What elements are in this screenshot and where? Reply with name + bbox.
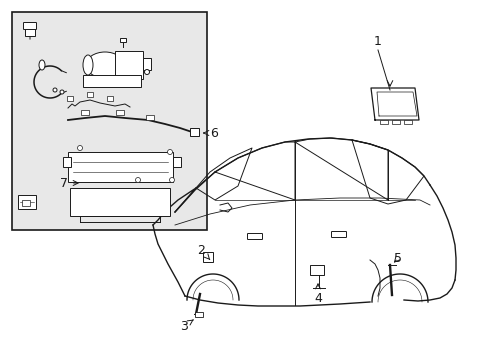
Ellipse shape — [135, 177, 140, 183]
Ellipse shape — [53, 88, 57, 92]
Ellipse shape — [86, 52, 124, 78]
Bar — [115, 51, 142, 79]
Bar — [25, 28, 35, 36]
Bar — [68, 152, 173, 182]
Bar — [18, 195, 36, 209]
Text: 1: 1 — [373, 35, 381, 48]
Bar — [67, 96, 73, 101]
FancyBboxPatch shape — [331, 231, 346, 238]
Bar — [391, 120, 399, 124]
Text: 2: 2 — [197, 243, 209, 260]
Bar — [87, 92, 93, 97]
Bar — [63, 157, 71, 167]
Ellipse shape — [144, 69, 149, 75]
Polygon shape — [370, 88, 418, 120]
Bar — [12, 12, 206, 230]
Ellipse shape — [60, 90, 64, 94]
Bar — [403, 120, 411, 124]
Text: 3: 3 — [180, 320, 193, 333]
Bar — [70, 188, 170, 216]
Text: 7: 7 — [60, 176, 78, 189]
Bar — [309, 265, 324, 275]
Bar — [146, 115, 154, 120]
Bar — [203, 252, 213, 262]
Bar — [195, 312, 203, 317]
Bar — [120, 38, 126, 42]
Bar — [379, 120, 387, 124]
Ellipse shape — [77, 145, 82, 150]
Text: 5: 5 — [393, 252, 401, 265]
Ellipse shape — [169, 177, 174, 183]
Bar — [142, 58, 151, 70]
Bar — [107, 96, 113, 101]
Bar — [173, 157, 181, 167]
Ellipse shape — [83, 55, 93, 75]
Text: 4: 4 — [313, 284, 321, 305]
Bar — [116, 110, 124, 115]
Ellipse shape — [167, 149, 172, 154]
FancyBboxPatch shape — [23, 23, 37, 30]
FancyBboxPatch shape — [247, 234, 262, 239]
Text: 6: 6 — [203, 126, 218, 140]
Bar — [83, 75, 141, 87]
Bar — [190, 128, 199, 136]
Bar — [81, 110, 89, 115]
Bar — [22, 200, 30, 206]
Ellipse shape — [39, 60, 45, 70]
